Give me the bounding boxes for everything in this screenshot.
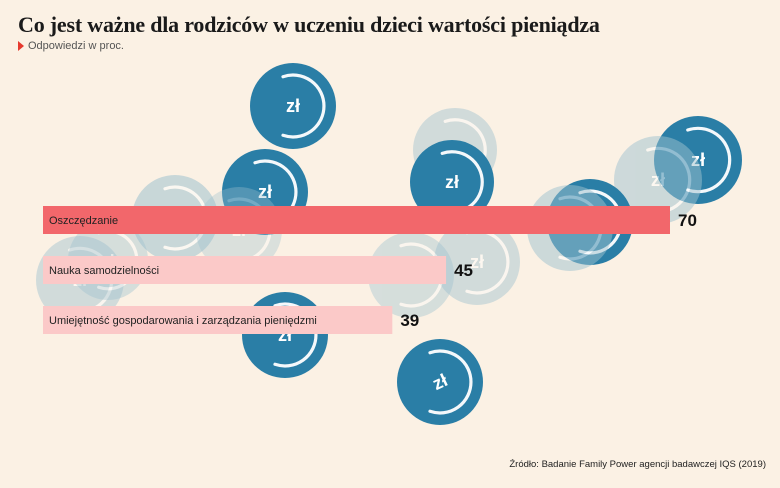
page-title: Co jest ważne dla rodziców w uczeniu dzi… <box>18 12 600 37</box>
svg-text:zł: zł <box>445 172 459 192</box>
coin-icon: zł <box>397 339 483 425</box>
subtitle: Odpowiedzi w proc. <box>18 40 124 52</box>
svg-text:zł: zł <box>258 182 272 202</box>
bar <box>43 256 447 284</box>
bar-value-label: 70 <box>678 211 697 230</box>
bar-value-label: 45 <box>454 261 473 280</box>
bar-category-label: Nauka samodzielności <box>49 265 159 277</box>
subtitle-text: Odpowiedzi w proc. <box>28 40 124 52</box>
svg-text:zł: zł <box>470 252 484 272</box>
coin-icon: zł <box>250 63 336 149</box>
bar <box>43 206 670 234</box>
triangle-marker-icon <box>18 41 24 51</box>
bar-value-label: 39 <box>400 311 419 330</box>
svg-text:zł: zł <box>651 169 665 190</box>
source-note: Źródło: Badanie Family Power agencji bad… <box>509 459 766 470</box>
bar-category-label: Umiejętność gospodarowania i zarządzania… <box>49 315 317 327</box>
bar <box>43 306 393 334</box>
svg-text:zł: zł <box>286 96 300 116</box>
bar-category-label: Oszczędzanie <box>49 215 118 227</box>
